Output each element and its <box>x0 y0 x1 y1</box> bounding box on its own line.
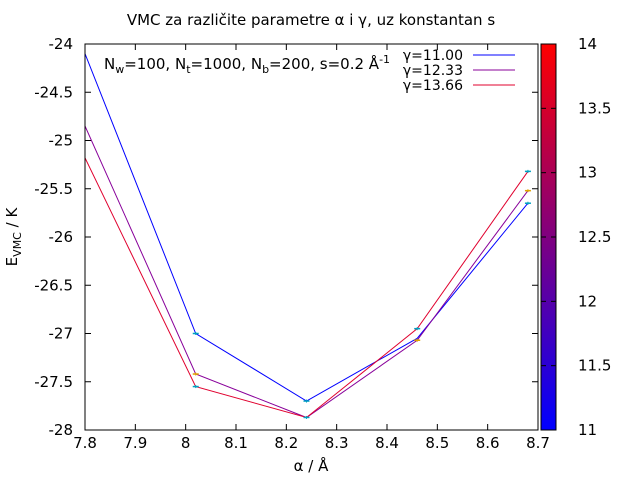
legend-label: γ=12.33 <box>403 63 463 79</box>
y-tick-label: -24 <box>49 35 74 53</box>
x-tick-label: 8.4 <box>375 434 399 452</box>
colorbar-tick-label: 11 <box>578 421 597 439</box>
y-tick-label: -25 <box>49 132 74 150</box>
colorbar-tick-label: 12.5 <box>578 228 611 246</box>
colorbar-tick-label: 12 <box>578 292 597 310</box>
x-tick-label: 8.7 <box>526 434 550 452</box>
x-tick-label: 8.5 <box>425 434 449 452</box>
colorbar-ticks: 11 11.5 12 12.5 13 13.5 14 <box>541 35 611 439</box>
colorbar-tick-label: 13.5 <box>578 99 611 117</box>
x-tick-label: 8.3 <box>325 434 349 452</box>
y-tick-label: -26 <box>49 228 74 246</box>
axes: 7.8 7.9 8 8.1 8.2 8.3 8.4 8.5 8.6 8.7 -24 -24.5 -25 -… <box>34 35 550 452</box>
legend-label: γ=11.00 <box>403 48 463 64</box>
y-tick-label: -27 <box>49 325 74 343</box>
y-label-rest: / K <box>3 207 21 233</box>
x-tick-label: 8.2 <box>274 434 298 452</box>
y-label-main: E <box>3 257 21 266</box>
series-line-3 <box>85 157 529 419</box>
y-label-sub: VMC <box>11 232 24 257</box>
plot-frame <box>84 43 539 431</box>
series-line-1 <box>85 53 529 402</box>
legend-label: γ=13.66 <box>403 78 463 94</box>
x-tick-label: 8.1 <box>224 434 248 452</box>
series-layer <box>85 53 529 419</box>
chart-title: VMC za različite parametre α i γ, uz kon… <box>127 11 495 29</box>
y-tick-label: -28 <box>49 421 74 439</box>
run-parameters-annotation: Nw=100, Nt=1000, Nb=200, s=0.2 Å-1 <box>104 53 390 76</box>
x-axis-label: α / Å <box>294 456 329 475</box>
colorbar-tick-label: 14 <box>578 35 597 53</box>
series-line-2 <box>85 125 529 419</box>
legend: γ=11.00γ=12.33γ=13.66 <box>403 48 515 94</box>
error-bars <box>192 169 531 419</box>
y-tick-label: -25.5 <box>34 180 73 198</box>
y-tick-label: -26.5 <box>34 276 73 294</box>
x-tick-label: 8 <box>181 434 191 452</box>
y-tick-label: -24.5 <box>34 83 73 101</box>
colorbar-tick-label: 13 <box>578 164 597 182</box>
x-tick-label: 8.6 <box>476 434 500 452</box>
y-axis-label: EVMC / K <box>3 207 24 267</box>
x-tick-label: 7.9 <box>123 434 147 452</box>
y-tick-label: -27.5 <box>34 373 73 391</box>
x-tick-label: 7.8 <box>73 434 97 452</box>
colorbar-tick-label: 11.5 <box>578 357 611 375</box>
